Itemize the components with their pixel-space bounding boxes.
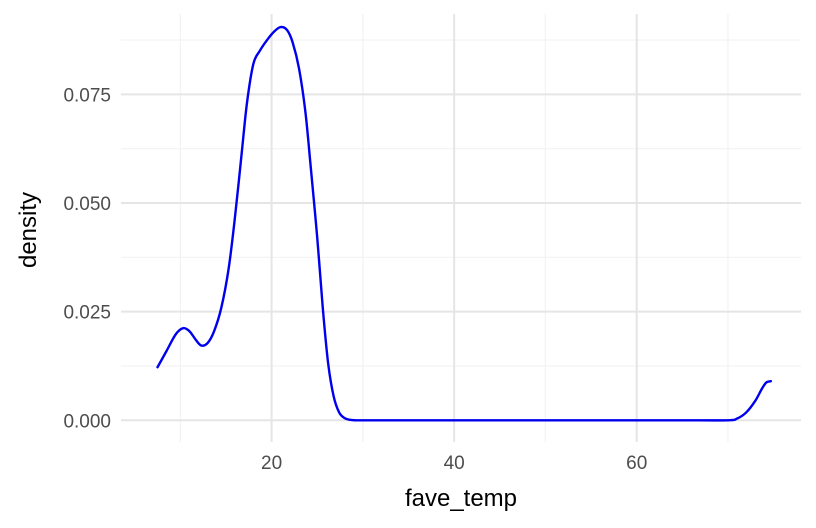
plot-area xyxy=(156,25,773,422)
x-axis-ticks: 20 40 60 xyxy=(261,453,647,474)
y-tick-label: 0.025 xyxy=(63,303,111,324)
x-tick-label: 60 xyxy=(626,453,647,474)
y-tick-label: 0.000 xyxy=(63,411,111,432)
density-curve xyxy=(156,25,773,422)
y-axis-title: density xyxy=(15,192,42,268)
x-axis-title: fave_temp xyxy=(405,485,517,512)
y-tick-label: 0.075 xyxy=(63,85,111,106)
y-axis-ticks: 0.000 0.025 0.050 0.075 xyxy=(63,85,111,432)
y-tick-label: 0.050 xyxy=(63,194,111,215)
x-tick-label: 20 xyxy=(261,453,282,474)
grid xyxy=(121,14,801,442)
x-tick-label: 40 xyxy=(444,453,465,474)
